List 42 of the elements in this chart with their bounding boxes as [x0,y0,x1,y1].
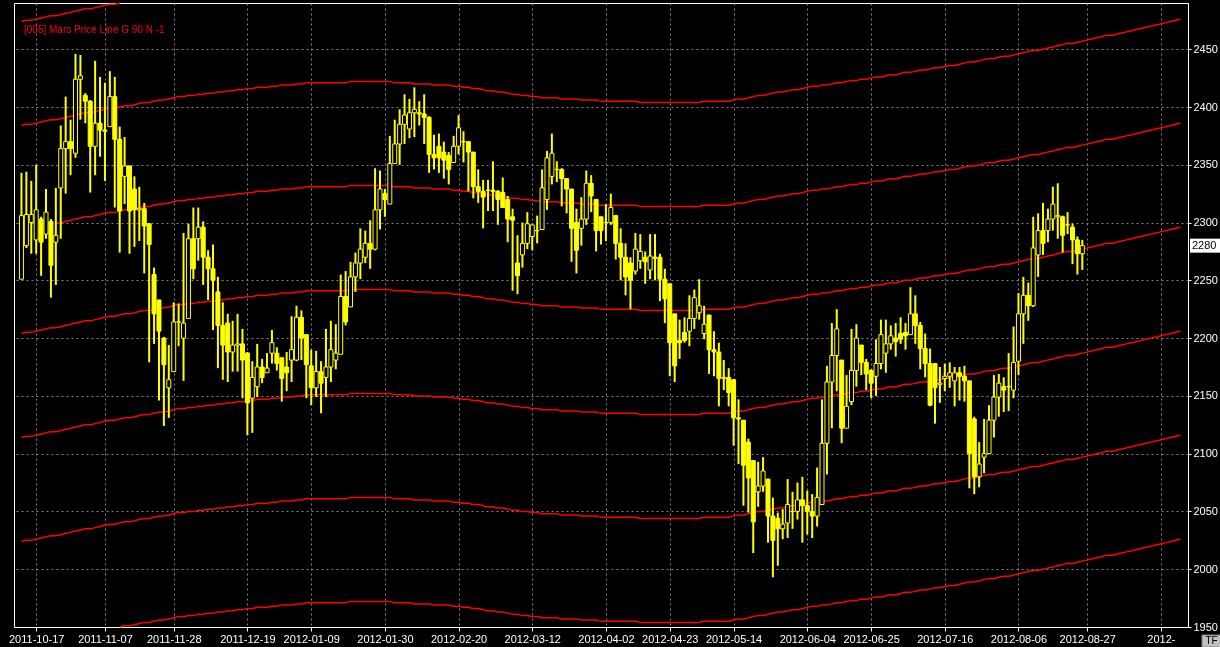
y-tick-label: 2350 [1193,158,1218,171]
x-tick-label: 2011-11-28 [146,632,202,645]
y-tick-label: 2100 [1193,447,1218,460]
x-tick-label: 2012-04-02 [578,632,635,645]
x-tick-label: 2012-01-30 [357,632,414,645]
y-tick-label: 2000 [1193,562,1218,575]
y-tick-label: 2450 [1193,42,1218,55]
annotation: 2280 [1192,238,1217,251]
line-series [20,226,1182,335]
x-tick-label: 2012-01-09 [283,632,340,645]
candlestick [1079,238,1085,271]
x-tick-label: 2012-06-25 [843,632,900,645]
y-tick-label: 2150 [1193,389,1218,402]
line-series [118,538,1182,628]
y-tick-label: 2300 [1193,216,1218,229]
x-tick-label: 2012-08-27 [1059,632,1116,645]
line-series [20,18,1182,127]
x-tick-label: 2012-05-14 [705,632,763,645]
x-tick-label: 2011-12-19 [220,632,276,645]
y-tick-label: 2050 [1193,504,1218,517]
x-tick-label: 2011-10-17 [8,632,65,645]
line-series [55,122,1182,225]
x-tick-label: 2012-06-04 [779,632,836,645]
y-tick-label: 2400 [1193,100,1218,113]
x-tick-label: 2012-02-20 [430,632,488,645]
candlestick [181,231,187,382]
candlestick [785,478,791,540]
x-tick-label: 2012-04-23 [642,632,699,645]
candlestick [647,233,653,281]
x-tick-label: 2012-08-06 [990,632,1048,645]
y-tick-label: 2250 [1193,273,1218,286]
candlestick [804,489,810,536]
x-tick-label: 2012- [1147,632,1176,645]
x-tick-label: 2012-03-12 [504,632,561,645]
line-series [20,2,121,23]
text: TF [1205,635,1218,646]
x-tick-label: 2011-11-07 [78,632,133,645]
line-series [20,330,1182,439]
y-tick-label: 1950 [1193,620,1218,633]
y-tick-label: 2200 [1193,331,1218,344]
x-tick-label: 2012-07-16 [917,632,974,645]
text: [005] Mars Price Line G 90 N -1 [24,24,166,35]
